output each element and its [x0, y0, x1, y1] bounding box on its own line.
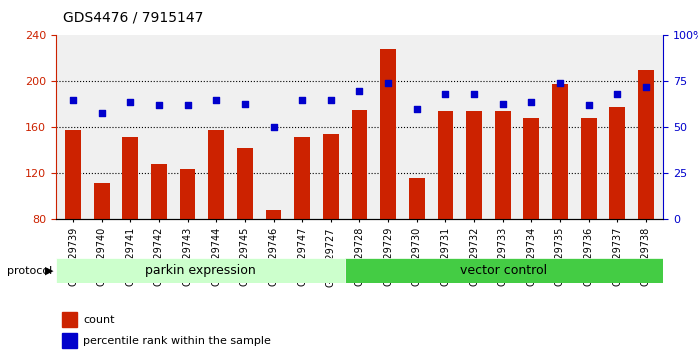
- Bar: [552, 84, 568, 312]
- Text: vector control: vector control: [461, 264, 548, 277]
- Text: GDS4476 / 7915147: GDS4476 / 7915147: [63, 11, 203, 25]
- Text: parkin expression: parkin expression: [145, 264, 255, 277]
- Point: [125, 99, 136, 104]
- Bar: [209, 130, 224, 312]
- Point: [182, 103, 193, 108]
- Point: [468, 91, 480, 97]
- Point: [268, 125, 279, 130]
- Bar: [495, 111, 510, 312]
- FancyBboxPatch shape: [56, 258, 345, 283]
- Bar: [352, 110, 367, 312]
- Point: [497, 101, 508, 106]
- Bar: [179, 169, 195, 312]
- Point: [211, 97, 222, 103]
- Text: count: count: [83, 315, 114, 325]
- Point: [526, 99, 537, 104]
- Text: ▶: ▶: [45, 266, 54, 276]
- Point: [611, 91, 623, 97]
- Bar: [466, 111, 482, 312]
- FancyBboxPatch shape: [345, 258, 663, 283]
- Point: [640, 84, 651, 90]
- Point: [354, 88, 365, 93]
- Bar: [65, 130, 81, 312]
- Bar: [323, 134, 339, 312]
- Bar: [524, 118, 540, 312]
- Point: [440, 91, 451, 97]
- Point: [554, 80, 565, 86]
- Bar: [122, 137, 138, 312]
- Text: percentile rank within the sample: percentile rank within the sample: [83, 336, 271, 346]
- Bar: [438, 111, 453, 312]
- Bar: [380, 49, 396, 312]
- Bar: [295, 137, 310, 312]
- Point: [96, 110, 107, 115]
- Point: [383, 80, 394, 86]
- Point: [154, 103, 165, 108]
- Bar: [609, 107, 625, 312]
- Bar: [581, 118, 597, 312]
- Point: [411, 106, 422, 112]
- Bar: [94, 183, 110, 312]
- Bar: [638, 70, 654, 312]
- Bar: [237, 148, 253, 312]
- Point: [239, 101, 251, 106]
- Point: [297, 97, 308, 103]
- Bar: [266, 210, 281, 312]
- Bar: [151, 164, 167, 312]
- Point: [325, 97, 336, 103]
- Point: [68, 97, 79, 103]
- Bar: [62, 333, 77, 348]
- Point: [583, 103, 594, 108]
- Bar: [62, 312, 77, 327]
- Text: protocol: protocol: [7, 266, 52, 276]
- Bar: [409, 178, 424, 312]
